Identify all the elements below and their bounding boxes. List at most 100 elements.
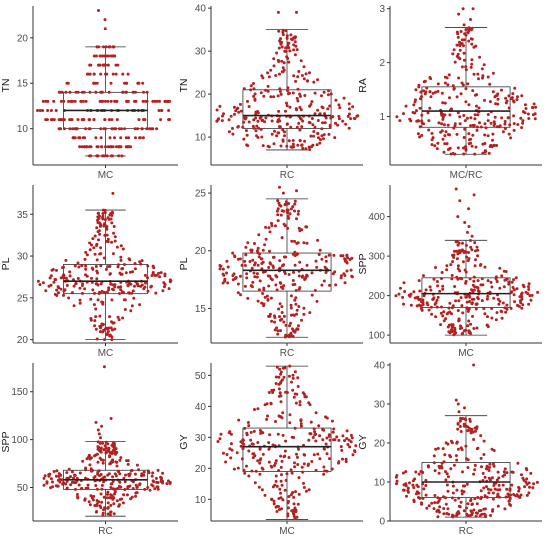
data-point [215,108,219,112]
data-point [512,100,516,104]
data-point [311,436,315,439]
data-point [439,130,443,134]
data-point [282,375,286,379]
data-point [453,285,457,288]
data-point [465,255,468,259]
data-point [222,112,225,116]
data-point [295,327,299,331]
data-point [122,493,126,497]
data-point [120,497,124,501]
data-point [62,99,66,103]
data-point [236,125,240,128]
data-point [216,118,220,122]
data-point [459,324,462,328]
data-point [273,464,276,467]
data-point [335,435,339,439]
data-point [512,288,516,292]
data-point [115,499,119,503]
data-point [295,217,298,221]
data-point [458,40,461,44]
data-point [489,514,492,517]
data-point [310,145,314,149]
data-point [467,257,471,261]
data-point [283,449,287,453]
data-point [467,39,471,43]
data-point [300,465,304,469]
data-point [419,90,423,94]
data-point [461,146,465,150]
data-point [264,88,267,92]
data-point [510,97,514,101]
data-point [103,63,107,67]
data-point [112,225,116,228]
data-point [456,402,460,406]
data-point [344,122,348,126]
data-point [469,332,473,335]
data-point [444,130,448,134]
data-point [38,283,42,287]
data-point [507,132,511,136]
data-point [168,278,172,282]
data-point [441,115,445,119]
data-point [488,478,492,482]
data-point [411,483,415,487]
data-point [67,296,71,300]
data-point [308,71,311,75]
data-point [275,51,279,55]
data-point [292,395,296,399]
data-point [486,294,490,298]
data-point [489,121,493,125]
data-point [99,246,103,250]
data-point [467,142,471,146]
data-point [476,248,480,252]
data-point [242,116,246,120]
data-point [440,271,444,274]
data-point [101,217,105,221]
data-point [505,307,509,311]
data-point [299,419,303,423]
data-point [480,495,483,499]
data-point [277,46,281,50]
data-point [279,329,282,333]
y-tick-label: 200 [368,291,385,302]
data-point [521,283,525,287]
data-point [274,479,278,483]
data-point [261,260,265,264]
data-point [247,424,251,428]
data-point [287,41,291,45]
data-point [103,154,106,158]
data-point [319,138,322,142]
data-point [283,49,287,53]
data-point [476,254,480,258]
y-axis-title: TN [178,79,190,93]
data-point [75,127,79,131]
data-point [463,127,467,131]
data-point [447,306,451,310]
data-point [347,438,351,442]
data-point [103,475,107,479]
data-point [107,446,111,450]
data-point [279,400,283,404]
data-point [94,484,98,487]
data-point [113,283,117,287]
data-point [291,376,295,380]
data-point [281,139,285,143]
data-point [318,248,322,252]
data-point [101,208,105,212]
data-point [113,472,117,476]
data-point [438,466,442,470]
data-point [282,209,286,213]
data-point [421,301,425,304]
data-point [312,427,316,431]
data-point [476,446,480,450]
y-tick-label: 20 [17,33,29,44]
data-point [297,305,301,308]
data-point [302,312,306,316]
data-point [527,288,531,291]
data-point [483,98,486,102]
data-point [441,101,445,105]
data-point [272,499,276,503]
data-point [491,508,495,512]
